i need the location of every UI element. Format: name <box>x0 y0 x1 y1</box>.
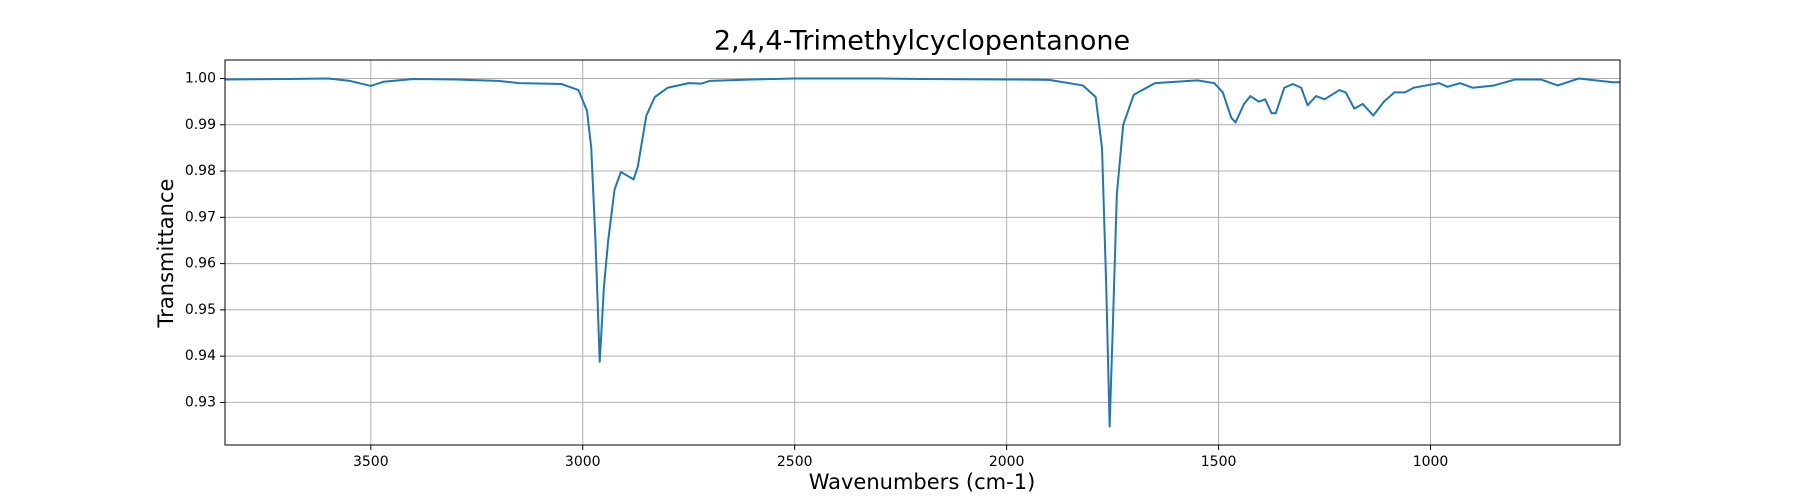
x-tick-label: 2000 <box>989 454 1025 470</box>
y-tick-label: 0.97 <box>185 209 216 225</box>
y-tick-label: 0.95 <box>185 302 216 318</box>
spectrum-line <box>224 77 1620 428</box>
x-tick-label: 2500 <box>777 454 813 470</box>
y-axis-label: Transmittance <box>154 179 178 329</box>
x-tick-label: 1000 <box>1413 454 1449 470</box>
y-tick-label: 0.93 <box>185 394 216 410</box>
x-tick-label: 3500 <box>353 454 389 470</box>
x-tick-label: 1500 <box>1201 454 1237 470</box>
y-tick-label: 0.98 <box>185 163 216 179</box>
plot-frame <box>224 59 1621 446</box>
y-tick-label: 1.00 <box>185 71 216 87</box>
x-axis-label: Wavenumbers (cm-1) <box>809 470 1036 494</box>
y-tick-label: 0.94 <box>185 348 216 364</box>
y-tick-label: 0.96 <box>185 256 216 272</box>
x-tick-label: 3000 <box>565 454 601 470</box>
y-tick-label: 0.99 <box>185 117 216 133</box>
chart-title: 2,4,4-Trimethylcyclopentanone <box>714 26 1130 57</box>
